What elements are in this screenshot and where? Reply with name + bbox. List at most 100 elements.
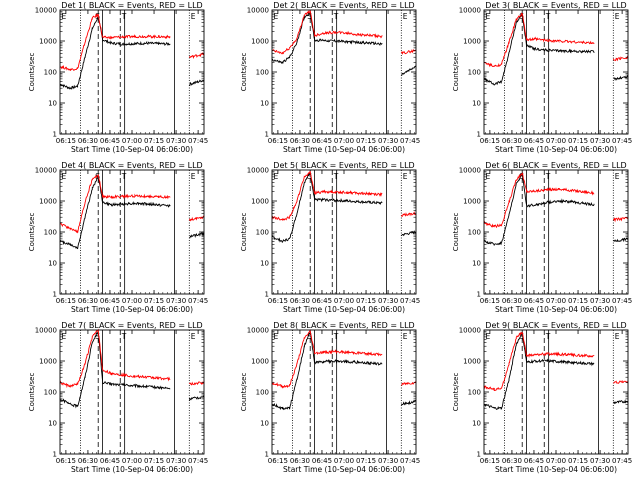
x-tick-label: 07:15: [568, 137, 588, 145]
series-events-line: [483, 171, 629, 246]
segment-letter: E: [191, 332, 196, 341]
x-tick-label: 06:15: [268, 297, 288, 305]
x-tick-label: 07:45: [188, 457, 208, 465]
x-tick-label: 07:45: [188, 297, 208, 305]
panel-det-6: Det 6( BLACK = Events, RED = LLD E S T E 1 10 1…: [452, 161, 632, 314]
series-lld-line: [483, 172, 629, 229]
y-tick-label: 100: [44, 229, 57, 237]
x-tick-label: 06:45: [524, 137, 544, 145]
segment-letter: S: [95, 332, 100, 341]
y-tick-label: 1000: [251, 198, 269, 206]
series-lld-line: [483, 331, 629, 392]
y-tick-label: 10: [48, 100, 57, 108]
y-tick-label: 10000: [247, 167, 269, 175]
y-axis-label: Counts/sec: [240, 373, 248, 412]
series-events-line: [271, 11, 417, 76]
x-tick-label: 07:00: [546, 137, 566, 145]
x-tick-label: 07:45: [612, 297, 632, 305]
y-tick-label: 10: [48, 260, 57, 268]
segment-letter: E: [403, 332, 408, 341]
x-tick-label: 06:15: [268, 457, 288, 465]
x-tick-label: 07:00: [546, 297, 566, 305]
y-tick-label: 1000: [251, 38, 269, 46]
segment-letter: E: [61, 12, 66, 21]
y-tick-label: 1: [477, 291, 481, 299]
y-tick-label: 10: [48, 420, 57, 428]
x-tick-label: 07:15: [144, 137, 164, 145]
panel-title: Det 4( BLACK = Events, RED = LLD: [61, 161, 202, 170]
x-tick-label: 06:30: [290, 297, 310, 305]
y-axis-label: Counts/sec: [28, 53, 36, 92]
segment-letter: E: [273, 332, 278, 341]
x-tick-label: 07:00: [122, 297, 142, 305]
x-tick-label: 07:30: [378, 297, 398, 305]
segment-letter: E: [485, 12, 490, 21]
y-tick-label: 1: [477, 451, 481, 459]
y-tick-label: 10000: [459, 167, 481, 175]
x-tick-label: 07:30: [590, 297, 610, 305]
segment-letter: E: [191, 172, 196, 181]
series-events-line: [60, 16, 205, 90]
x-tick-label: 07:00: [334, 137, 354, 145]
x-tick-label: 06:45: [100, 137, 120, 145]
x-axis-label: Start Time (10-Sep-04 06:06:00): [283, 305, 405, 314]
segment-letter: S: [307, 332, 312, 341]
x-tick-label: 07:15: [568, 457, 588, 465]
segment-letter: T: [333, 172, 339, 181]
panel-title: Det 5( BLACK = Events, RED = LLD: [273, 161, 414, 170]
panel-title: Det 6( BLACK = Events, RED = LLD: [485, 161, 626, 170]
segment-letter: T: [545, 172, 551, 181]
x-tick-label: 07:30: [590, 137, 610, 145]
x-tick-label: 07:45: [400, 297, 420, 305]
y-axis-label: Counts/sec: [452, 373, 460, 412]
x-tick-label: 07:15: [356, 457, 376, 465]
x-tick-label: 06:45: [100, 457, 120, 465]
segment-letter: T: [121, 332, 127, 341]
series-events-line: [483, 331, 629, 411]
series-events-line: [59, 175, 205, 250]
panel-det-3: Det 3( BLACK = Events, RED = LLD E S T E 1 10 1…: [452, 1, 632, 154]
plot-frame: [59, 9, 205, 135]
x-tick-label: 06:15: [480, 137, 500, 145]
y-tick-label: 1000: [251, 358, 269, 366]
segment-letter: S: [307, 172, 312, 181]
x-axis-label: Start Time (10-Sep-04 06:06:00): [283, 465, 405, 474]
x-tick-label: 07:00: [122, 457, 142, 465]
x-tick-label: 07:15: [356, 297, 376, 305]
y-tick-label: 100: [44, 69, 57, 77]
plot-frame: [483, 9, 629, 135]
segment-letter: T: [121, 12, 127, 21]
panel-title: Det 7( BLACK = Events, RED = LLD: [61, 321, 202, 330]
x-tick-label: 06:15: [268, 137, 288, 145]
x-tick-label: 06:15: [480, 457, 500, 465]
x-tick-label: 06:30: [290, 457, 310, 465]
y-tick-label: 10: [260, 420, 269, 428]
x-tick-label: 07:15: [144, 297, 164, 305]
y-tick-label: 100: [256, 229, 269, 237]
y-tick-label: 10: [472, 260, 481, 268]
y-tick-label: 1: [265, 131, 269, 139]
y-tick-label: 100: [468, 69, 481, 77]
segment-letter: E: [485, 332, 490, 341]
x-tick-label: 07:45: [612, 137, 632, 145]
segment-letter: E: [485, 172, 490, 181]
segment-letter: T: [333, 12, 339, 21]
y-tick-label: 1000: [39, 38, 57, 46]
segment-letter: T: [333, 332, 339, 341]
y-tick-label: 1000: [39, 198, 57, 206]
y-tick-label: 100: [256, 69, 269, 77]
segment-letter: E: [615, 332, 620, 341]
y-tick-label: 10: [260, 260, 269, 268]
y-axis-label: Counts/sec: [452, 213, 460, 252]
series-lld-line: [59, 12, 205, 71]
series-lld-line: [59, 328, 205, 389]
y-tick-label: 1000: [39, 358, 57, 366]
segment-letter: T: [121, 172, 127, 181]
y-tick-label: 100: [44, 389, 57, 397]
x-axis-label: Start Time (10-Sep-04 06:06:00): [71, 305, 193, 314]
x-tick-label: 07:00: [334, 297, 354, 305]
x-tick-label: 07:45: [188, 137, 208, 145]
